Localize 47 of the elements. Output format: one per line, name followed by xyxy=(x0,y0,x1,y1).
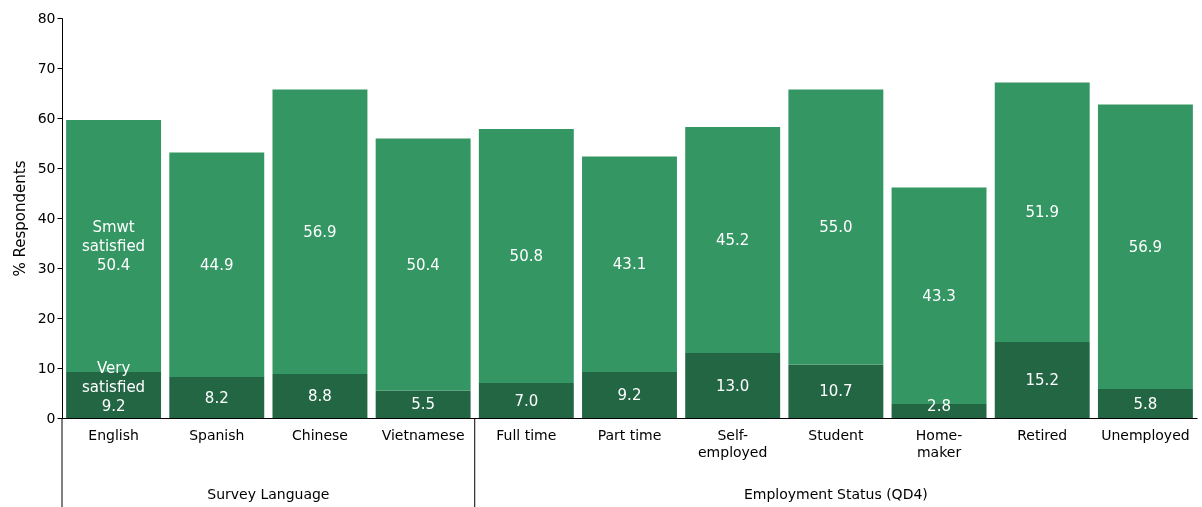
y-tick-label: 50 xyxy=(37,159,56,176)
data-label: 10.7 xyxy=(819,382,853,401)
data-label: 43.3 xyxy=(922,286,956,305)
series-label: Smwt satisfied xyxy=(82,218,146,255)
x-tick-label: Spanish xyxy=(189,426,245,443)
data-label: 5.5 xyxy=(411,395,436,414)
data-label: 55.0 xyxy=(819,218,853,236)
y-tick-label: 40 xyxy=(37,209,56,226)
data-label: 13.0 xyxy=(715,376,750,395)
x-tick-label: English xyxy=(88,426,139,443)
y-tick-label: 80 xyxy=(37,9,56,26)
data-label: 44.9 xyxy=(200,255,234,274)
data-label: 56.9 xyxy=(303,222,337,241)
x-tick-label: Full time xyxy=(496,426,557,443)
x-tick-label: Unemployed xyxy=(1101,426,1190,443)
data-label: 43.1 xyxy=(612,255,647,274)
text: Survey Language xyxy=(207,486,330,502)
data-label: 9.2 xyxy=(617,386,642,404)
data-label: 15.2 xyxy=(1025,371,1059,389)
y-tick-label: 30 xyxy=(37,259,56,276)
y-tick-label: 70 xyxy=(37,59,56,76)
x-tick-label: Home-maker xyxy=(915,426,963,460)
data-label: 2.8 xyxy=(927,397,951,415)
y-tick-label: 20 xyxy=(37,309,56,326)
data-label: 51.9 xyxy=(1025,203,1059,222)
data-label: 56.9 xyxy=(1128,237,1163,256)
x-tick-label: Vietnamese xyxy=(381,426,465,443)
text: Employment Status (QD4) xyxy=(743,486,928,502)
data-label: 8.2 xyxy=(204,388,229,407)
data-label: 45.2 xyxy=(715,231,750,249)
series-label: Very satisfied xyxy=(82,359,146,396)
data-label: 9.2 xyxy=(101,397,126,415)
data-label: 5.8 xyxy=(1133,394,1158,413)
x-tick-label: Part time xyxy=(597,426,662,443)
data-label: 7.0 xyxy=(514,391,539,410)
x-tick-label: Retired xyxy=(1017,426,1068,443)
y-tick-label: 60 xyxy=(37,109,56,126)
data-label: 50.4 xyxy=(406,255,440,274)
x-tick-label: Chinese xyxy=(291,426,348,443)
y-tick-label: 0 xyxy=(46,409,56,426)
x-tick-label: Student xyxy=(808,426,864,443)
y-tick-label: 10 xyxy=(37,359,56,376)
data-label: 8.8 xyxy=(308,387,332,405)
x-tick-label: Self-employed xyxy=(697,426,768,460)
data-label: 50.8 xyxy=(509,247,544,265)
data-label: 50.4 xyxy=(96,256,131,274)
y-axis-title: % Respondents xyxy=(10,160,29,277)
